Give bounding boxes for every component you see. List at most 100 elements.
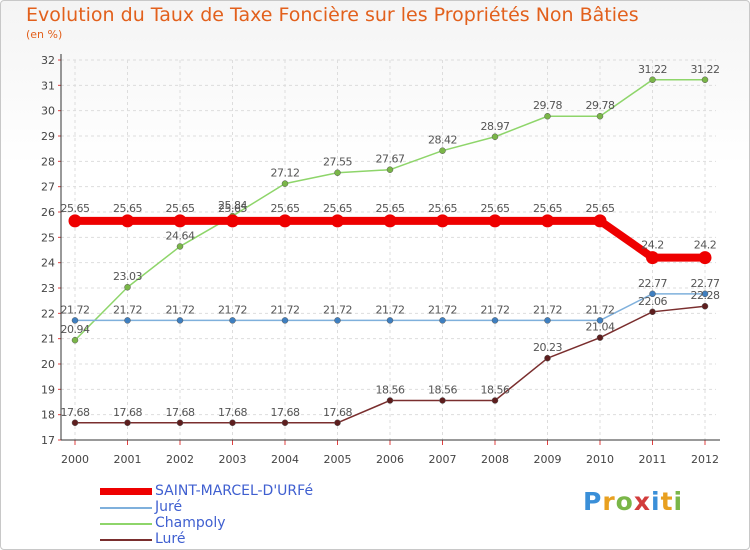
data-point	[334, 317, 341, 324]
x-tick-label: 2007	[429, 453, 457, 466]
legend-swatch-saint-marcel	[100, 488, 152, 495]
data-label: 31.22	[638, 63, 667, 76]
data-point	[176, 419, 184, 427]
x-tick-label: 2010	[586, 453, 614, 466]
data-point	[229, 317, 236, 324]
legend-label: Luré	[155, 531, 186, 547]
x-tick-label: 2012	[691, 453, 719, 466]
data-label: 17.68	[166, 406, 195, 419]
data-label: 25.84	[218, 199, 247, 212]
x-tick-label: 2001	[114, 453, 142, 466]
data-labels: 20.94 23.03 24.64 25.84 27.12 27.55 27.67 28.42…	[61, 63, 721, 419]
legend-label: SAINT-MARCEL-D'URFé	[155, 483, 314, 499]
data-label: 25.65	[323, 202, 352, 215]
logo-letter: P	[583, 487, 603, 516]
data-label: 25.65	[481, 202, 510, 215]
data-point	[176, 317, 184, 324]
chart-title: Evolution du Taux de Taxe Foncière sur l…	[26, 4, 639, 26]
data-label: 25.65	[586, 202, 615, 215]
data-point	[439, 397, 446, 404]
data-point	[596, 112, 604, 120]
data-label: 28.97	[481, 120, 510, 133]
data-point	[281, 419, 289, 427]
data-label: 20.23	[533, 341, 562, 354]
legend-swatch-lure	[100, 539, 152, 541]
data-point	[544, 354, 551, 362]
y-tick-label: 25	[41, 231, 55, 244]
x-tick-label: 2006	[376, 453, 404, 466]
data-label: 25.65	[113, 202, 142, 215]
legend-swatch-champoly	[100, 523, 152, 525]
data-label: 22.77	[691, 277, 720, 290]
data-point	[386, 317, 394, 324]
data-point	[698, 251, 712, 265]
data-label: 22.06	[638, 295, 667, 308]
y-tick-label: 29	[41, 130, 55, 143]
data-label: 21.72	[61, 303, 90, 316]
data-point	[173, 214, 187, 228]
data-point	[278, 214, 292, 228]
y-tick-label: 17	[41, 434, 55, 447]
data-point	[124, 419, 131, 427]
y-tick-label: 21	[41, 333, 55, 346]
data-point	[649, 76, 656, 84]
data-point	[436, 214, 449, 228]
data-point	[701, 302, 709, 310]
data-label: 18.56	[428, 383, 457, 396]
data-point	[386, 397, 394, 404]
legend-item: SAINT-MARCEL-D'URFé	[100, 483, 340, 500]
legend-item: Luré	[100, 531, 340, 548]
data-label: 21.72	[533, 303, 562, 316]
data-point	[383, 214, 397, 228]
data-point	[334, 419, 341, 427]
data-label: 24.2	[694, 239, 717, 252]
data-point	[176, 243, 184, 250]
data-label: 25.65	[533, 202, 562, 215]
data-point	[544, 112, 551, 120]
data-point	[491, 133, 499, 141]
data-label: 25.65	[218, 202, 247, 215]
data-label: 25.65	[428, 202, 457, 215]
data-label: 28.42	[428, 134, 457, 147]
data-label: 25.65	[271, 202, 300, 215]
y-tick-label: 31	[41, 79, 55, 92]
data-label: 25.65	[166, 202, 195, 215]
legend-swatch-jure	[100, 507, 152, 509]
data-label: 17.68	[113, 406, 142, 419]
y-tick-label: 18	[41, 409, 55, 422]
data-label: 17.68	[323, 406, 352, 419]
data-label: 17.68	[61, 406, 90, 419]
data-point	[491, 397, 499, 404]
legend-label: Juré	[155, 499, 183, 515]
data-label: 27.55	[323, 156, 352, 169]
x-tick-label: 2003	[219, 453, 247, 466]
data-label: 21.72	[428, 303, 457, 316]
x-tick-label: 2004	[271, 453, 299, 466]
legend-label: Champoly	[155, 515, 226, 531]
data-label: 25.65	[61, 202, 90, 215]
y-tick-label: 20	[41, 358, 55, 371]
logo-letter: i	[651, 487, 661, 516]
data-point	[596, 317, 604, 324]
data-label: 27.67	[376, 153, 405, 166]
data-point	[439, 147, 446, 154]
data-point	[649, 308, 656, 316]
data-label: 31.22	[691, 63, 720, 76]
y-tick-label: 22	[41, 307, 55, 320]
y-tick-label: 32	[41, 54, 55, 67]
x-tick-label: 2008	[481, 453, 509, 466]
data-point	[281, 317, 289, 324]
data-point	[596, 334, 604, 341]
data-point	[124, 283, 131, 291]
data-point	[124, 317, 131, 324]
data-point	[649, 290, 656, 298]
y-tick-label: 24	[41, 257, 55, 270]
data-label: 21.72	[218, 303, 247, 316]
data-label: 29.78	[533, 99, 562, 112]
y-tick-label: 28	[41, 155, 55, 168]
data-label: 21.72	[323, 303, 352, 316]
data-label: 17.68	[218, 406, 247, 419]
data-point	[71, 317, 79, 324]
data-label: 21.72	[113, 303, 142, 316]
